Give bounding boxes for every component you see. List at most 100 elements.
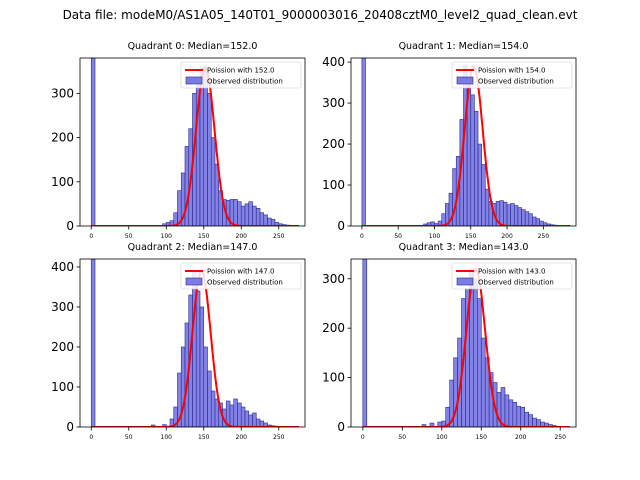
histogram-bar: [210, 390, 216, 427]
histogram-bar: [477, 143, 482, 226]
figure-title: Data file: modeM0/AS1A05_140T01_90000030…: [62, 8, 578, 22]
x-tick-label: 100: [161, 233, 173, 240]
subplot-title: Quadrant 2: Median=147.0: [128, 242, 258, 253]
axes-frame: [79, 258, 306, 428]
x-tick-label: 200: [515, 434, 527, 441]
histogram-bar: [473, 278, 478, 427]
histogram-bar: [248, 201, 253, 226]
histogram-bar: [199, 306, 205, 427]
x-tick-label: 200: [236, 233, 248, 240]
legend-bar-swatch: [185, 277, 203, 286]
y-tick-label: 400: [322, 55, 345, 69]
y-tick-label: 100: [322, 371, 345, 385]
legend-box: [180, 61, 302, 89]
quadrant-1-panel: 0 50 100 150 200 250 0 100 200 300 400 Quadrant 1: …: [322, 41, 577, 240]
histogram-bar: [477, 298, 482, 427]
x-tick-label: 150: [198, 233, 210, 240]
y-tick-label: 300: [322, 96, 345, 110]
y-tick-label: 200: [51, 131, 74, 145]
x-tick-label: 150: [198, 434, 210, 441]
x-tick-label: 50: [394, 233, 402, 240]
quadrant-3-panel: 0 50 100 150 200 250 0 100 200 300 Quadrant 3: Med…: [322, 242, 577, 441]
histogram-bar: [510, 203, 515, 226]
legend-label-observed: Observed distribution: [207, 78, 283, 86]
axes-frame: [350, 57, 577, 227]
histogram-bar: [244, 203, 250, 226]
histogram-bar: [514, 205, 519, 226]
x-tick-label: 250: [273, 434, 285, 441]
x-tick-label: 0: [89, 233, 93, 240]
x-tick-label: 0: [361, 434, 365, 441]
legend-box: [180, 262, 302, 290]
histogram-bar: [229, 404, 235, 427]
quadrant-0-panel: 0 50 100 150 200 250 0 100 200 300 Quadrant 0: Med…: [51, 41, 306, 240]
plot-area: [361, 58, 571, 226]
legend-label-fit: Poission with 154.0: [478, 67, 546, 75]
legend-label-observed: Observed distribution: [207, 279, 283, 287]
y-tick-label: 400: [51, 260, 74, 274]
legend-bar-swatch: [456, 277, 474, 286]
x-tick-label: 100: [429, 233, 441, 240]
axes-frame: [79, 57, 306, 227]
x-tick-label: 50: [398, 434, 406, 441]
legend-label-observed: Observed distribution: [478, 78, 554, 86]
histogram-bar: [484, 188, 490, 226]
axes-frame: [350, 258, 577, 428]
legend-box: [451, 61, 573, 89]
poisson-fit-line: [362, 267, 570, 427]
histogram-bar: [499, 200, 504, 226]
histogram-bar: [516, 405, 522, 427]
y-tick-label: 0: [337, 420, 345, 434]
y-tick-label: 200: [322, 321, 345, 335]
subplot-title: Quadrant 1: Median=154.0: [399, 41, 529, 52]
y-tick-label: 100: [322, 178, 345, 192]
histogram-bar: [528, 213, 533, 226]
plot-area: [90, 58, 299, 226]
histogram-bar: [252, 205, 257, 226]
histogram-bar: [481, 164, 486, 226]
x-tick-label: 250: [554, 434, 566, 441]
histogram-bar: [240, 205, 246, 226]
plot-area: [362, 259, 570, 427]
histogram-bar: [536, 419, 541, 427]
histogram-bar: [210, 137, 216, 226]
histogram-bar: [237, 402, 242, 427]
subplot-title: Quadrant 0: Median=152.0: [128, 41, 258, 52]
histogram-bar: [521, 209, 526, 226]
x-tick-label: 250: [273, 233, 285, 240]
poisson-fit-line: [361, 64, 571, 226]
histogram-bar: [267, 217, 272, 226]
quadrant-2-panel: 0 50 100 150 200 250 0 100 200 300 400 Quadrant 2: …: [51, 242, 306, 441]
histogram-bar: [532, 417, 537, 427]
histogram-bar: [252, 412, 257, 427]
histogram-bar: [255, 208, 261, 226]
legend-label-observed: Observed distribution: [478, 279, 554, 287]
histogram-bar: [244, 410, 250, 427]
x-tick-label: 50: [125, 233, 133, 240]
histogram-bar: [248, 414, 253, 427]
histogram-bar: [203, 68, 208, 226]
plot-area: [90, 259, 299, 427]
histogram-bar: [90, 58, 96, 226]
histogram-bar: [203, 346, 208, 427]
y-tick-label: 0: [66, 219, 74, 233]
histogram-bar: [470, 94, 475, 226]
y-tick-label: 100: [51, 175, 74, 189]
histogram-bar: [524, 411, 529, 427]
histogram-bar: [503, 201, 508, 226]
legend-box: [451, 262, 573, 290]
x-tick-label: 0: [360, 233, 364, 240]
histogram-bar: [524, 211, 530, 226]
x-tick-label: 50: [125, 434, 133, 441]
histogram-bar: [500, 387, 506, 427]
y-tick-label: 200: [322, 137, 345, 151]
histogram-bar: [452, 168, 457, 226]
y-tick-label: 0: [337, 219, 345, 233]
histogram-bar: [361, 58, 366, 226]
x-tick-label: 200: [236, 434, 248, 441]
histogram-bar: [207, 93, 212, 226]
x-tick-label: 0: [89, 434, 93, 441]
histogram-bar: [162, 424, 167, 427]
y-tick-label: 300: [51, 300, 74, 314]
